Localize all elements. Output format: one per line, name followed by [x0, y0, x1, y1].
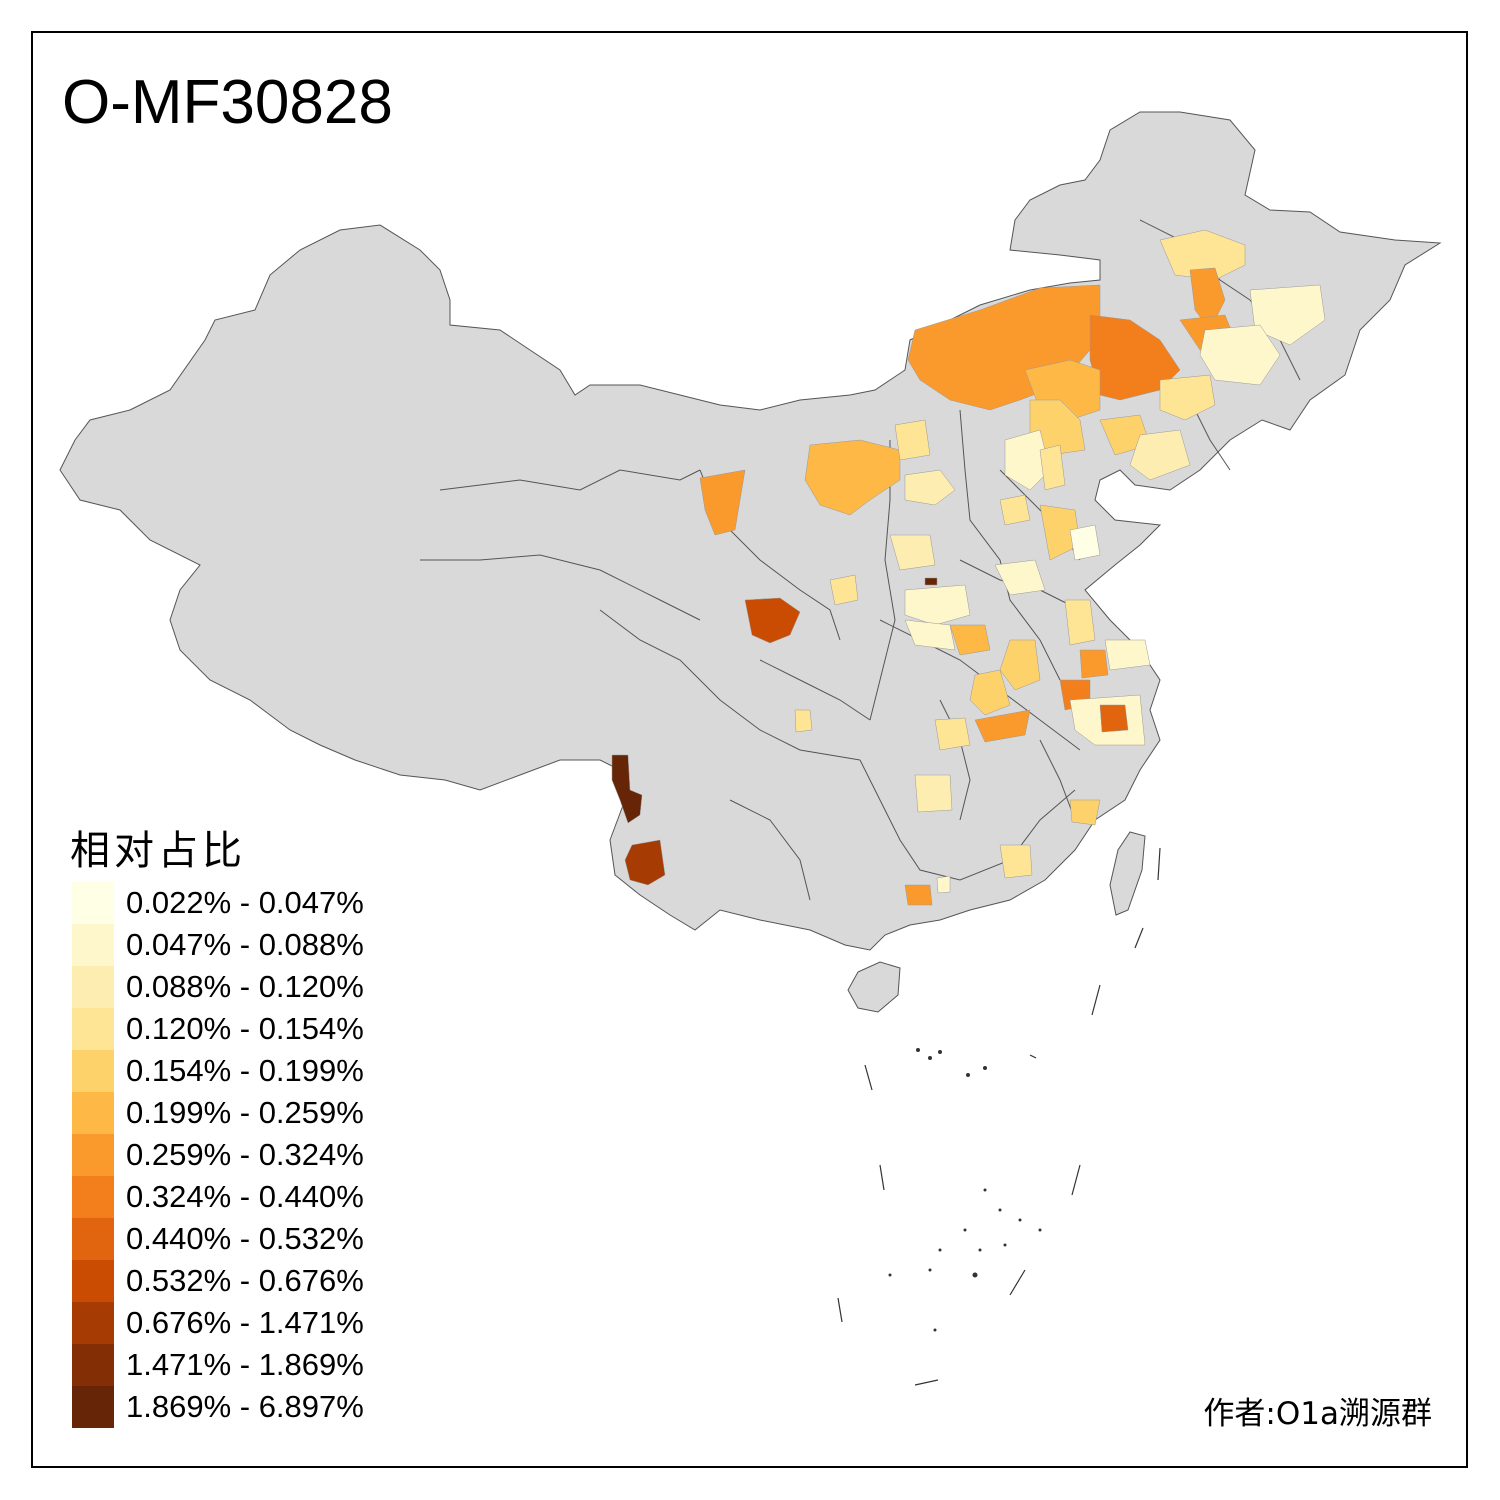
- legend-item: 0.199% - 0.259%: [72, 1092, 402, 1134]
- legend-item: 0.120% - 0.154%: [72, 1008, 402, 1050]
- legend-label: 1.471% - 1.869%: [126, 1347, 364, 1382]
- south-sea-islands: [837, 847, 1161, 1386]
- legend-swatch: [72, 882, 114, 924]
- region-heilongjiang-c: [1249, 284, 1326, 346]
- legend-item: 0.676% - 1.471%: [72, 1302, 402, 1344]
- legend-swatch: [72, 1344, 114, 1386]
- region-heilongjiang-b: [1189, 267, 1226, 331]
- region-henan-a: [904, 584, 971, 626]
- region-hangzhou: [1099, 704, 1129, 733]
- colored-regions: [611, 229, 1326, 906]
- legend-item: 0.022% - 0.047%: [72, 882, 402, 924]
- region-guangdong-c: [936, 875, 951, 894]
- legend-label: 0.120% - 0.154%: [126, 1011, 364, 1046]
- legend-title: 相对占比: [70, 828, 246, 874]
- region-alxa-wuhai: [699, 469, 746, 536]
- hainan-island: [847, 961, 901, 1013]
- legend-swatch: [72, 1134, 114, 1176]
- region-shanxi-taiyuan: [889, 534, 936, 571]
- legend-swatch: [72, 1008, 114, 1050]
- legend-label: 0.047% - 0.088%: [126, 927, 364, 962]
- region-shaanxi-xian: [829, 574, 859, 606]
- legend-item: 0.532% - 0.676%: [72, 1260, 402, 1302]
- legend-label: 0.199% - 0.259%: [126, 1095, 364, 1130]
- legend-label: 0.088% - 0.120%: [126, 969, 364, 1004]
- legend-label: 0.532% - 0.676%: [126, 1263, 364, 1298]
- region-heilongjiang-a: [1159, 229, 1246, 281]
- region-liaoning-b: [1129, 429, 1191, 481]
- region-harbin: [1199, 324, 1281, 386]
- legend-swatch: [72, 924, 114, 966]
- region-guangdong-a: [999, 844, 1033, 879]
- region-haidong-gansu: [744, 597, 801, 644]
- legend-item: 1.471% - 1.869%: [72, 1344, 402, 1386]
- legend-label: 0.022% - 0.047%: [126, 885, 364, 920]
- map-frame: [31, 31, 1468, 1468]
- region-jiangsu-b: [1079, 649, 1109, 679]
- map-title: O-MF30828: [62, 68, 393, 137]
- legend-item: 0.088% - 0.120%: [72, 966, 402, 1008]
- region-yunnan-south: [624, 839, 666, 886]
- region-sichuan-a: [794, 709, 813, 733]
- legend-item: 0.047% - 0.088%: [72, 924, 402, 966]
- region-hunan-b: [914, 774, 953, 813]
- legend-label: 0.676% - 1.471%: [126, 1305, 364, 1340]
- legend-swatch: [72, 966, 114, 1008]
- region-henan-c: [949, 624, 991, 656]
- region-shandong-b: [1069, 524, 1101, 561]
- region-beijing-tianjin: [1039, 444, 1066, 491]
- region-henan-north: [994, 559, 1046, 596]
- region-jiangsu-a: [1064, 599, 1096, 646]
- legend-swatch: [72, 1302, 114, 1344]
- region-jiangsu-c: [1104, 639, 1151, 671]
- region-hunan-a: [934, 717, 971, 751]
- region-jilin: [1159, 374, 1216, 421]
- legend-swatch: [72, 1386, 114, 1428]
- legend-label: 0.259% - 0.324%: [126, 1137, 364, 1172]
- legend: 0.022% - 0.047% 0.047% - 0.088% 0.088% -…: [72, 882, 402, 1428]
- region-baotou: [804, 439, 901, 516]
- legend-label: 0.440% - 0.532%: [126, 1221, 364, 1256]
- region-shaanxi-hit: [924, 577, 938, 586]
- region-shanxi-datong: [904, 469, 956, 506]
- legend-swatch: [72, 1176, 114, 1218]
- legend-item: 0.324% - 0.440%: [72, 1176, 402, 1218]
- legend-item: 0.259% - 0.324%: [72, 1134, 402, 1176]
- region-guangdong-b: [904, 884, 933, 906]
- taiwan-island: [1109, 831, 1146, 916]
- legend-swatch: [72, 1050, 114, 1092]
- region-anhui-a: [999, 639, 1041, 691]
- region-hebei-shijiazhuang: [999, 494, 1031, 526]
- legend-swatch: [72, 1092, 114, 1134]
- author-credit: 作者:O1a溯源群: [1203, 1396, 1432, 1432]
- region-henan-b: [904, 619, 956, 651]
- mainland-outline: [59, 111, 1442, 951]
- legend-swatch: [72, 1218, 114, 1260]
- region-hebei-north: [1004, 429, 1051, 491]
- region-hubei-xiangyang: [969, 669, 1011, 716]
- region-hohhot: [894, 419, 931, 461]
- legend-item: 0.154% - 0.199%: [72, 1050, 402, 1092]
- legend-item: 1.869% - 6.897%: [72, 1386, 402, 1428]
- island-dots: [888, 1048, 1042, 1332]
- region-yunnan-north: [611, 754, 643, 824]
- legend-label: 0.324% - 0.440%: [126, 1179, 364, 1214]
- legend-item: 0.440% - 0.532%: [72, 1218, 402, 1260]
- legend-label: 1.869% - 6.897%: [126, 1389, 364, 1424]
- legend-label: 0.154% - 0.199%: [126, 1053, 364, 1088]
- region-fujian: [1069, 799, 1101, 826]
- region-hubei-wuhan: [974, 709, 1031, 743]
- legend-swatch: [72, 1260, 114, 1302]
